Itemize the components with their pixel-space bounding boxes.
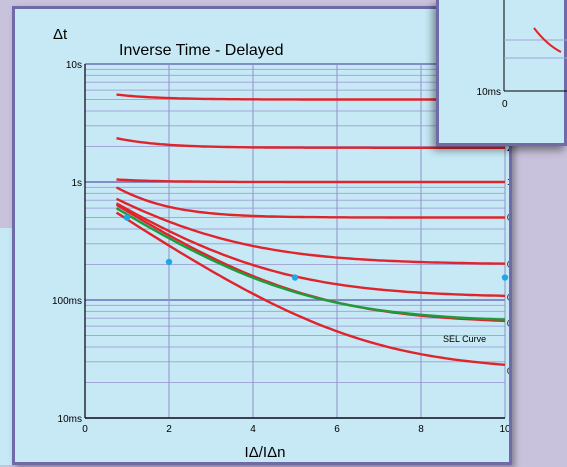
x-tick-label: 8 xyxy=(418,424,424,435)
series-label: 0.2s xyxy=(507,259,509,269)
x-tick-label: 6 xyxy=(334,424,340,435)
series-line xyxy=(115,207,506,321)
y-tick-label: 100ms xyxy=(52,296,82,307)
x-axis-label: IΔ/IΔn xyxy=(245,444,286,461)
x-tick-label: 2 xyxy=(166,424,172,435)
y-axis-label: Δt xyxy=(53,26,68,43)
series-line xyxy=(116,137,505,149)
series-line xyxy=(115,197,506,265)
inset-y-tick-label: 10ms xyxy=(477,87,501,98)
series-line xyxy=(115,186,505,219)
series-line xyxy=(116,178,505,184)
y-tick-label: 10s xyxy=(66,60,82,71)
chart-title: Inverse Time - Delayed xyxy=(119,42,284,59)
inset-chart-panel: 10ms 0 xyxy=(436,0,567,146)
data-point xyxy=(291,274,299,281)
inset-x-tick-label: 0 xyxy=(502,99,508,110)
series-label: 1s xyxy=(507,177,509,187)
series-label: SEL Curve xyxy=(443,334,486,344)
series-label: 0.06s xyxy=(507,319,509,329)
series-label: 0.1s xyxy=(507,292,509,302)
chart-grid xyxy=(84,63,506,419)
data-point xyxy=(123,214,131,221)
inset-curve xyxy=(533,27,562,53)
x-tick-label: 0 xyxy=(82,424,88,435)
x-tick-label: 10 xyxy=(499,424,509,435)
series-label: 0.02s xyxy=(507,366,509,376)
x-tick-labels: 0 2 4 6 8 10 xyxy=(82,424,511,435)
plot-area xyxy=(85,64,505,418)
x-tick-label: 4 xyxy=(250,424,256,435)
chart-curves xyxy=(115,93,506,366)
inset-chart: 10ms 0 xyxy=(477,0,567,110)
y-tick-label: 1s xyxy=(71,178,82,189)
y-tick-label: 10ms xyxy=(58,414,82,425)
series-label: 0.5s xyxy=(507,213,509,223)
chart-points xyxy=(123,214,509,281)
series-line xyxy=(115,211,506,366)
data-point xyxy=(165,258,173,266)
data-point xyxy=(501,274,509,281)
y-tick-labels: 10s 1s 100ms 10ms xyxy=(52,60,82,425)
series-line xyxy=(115,202,506,298)
